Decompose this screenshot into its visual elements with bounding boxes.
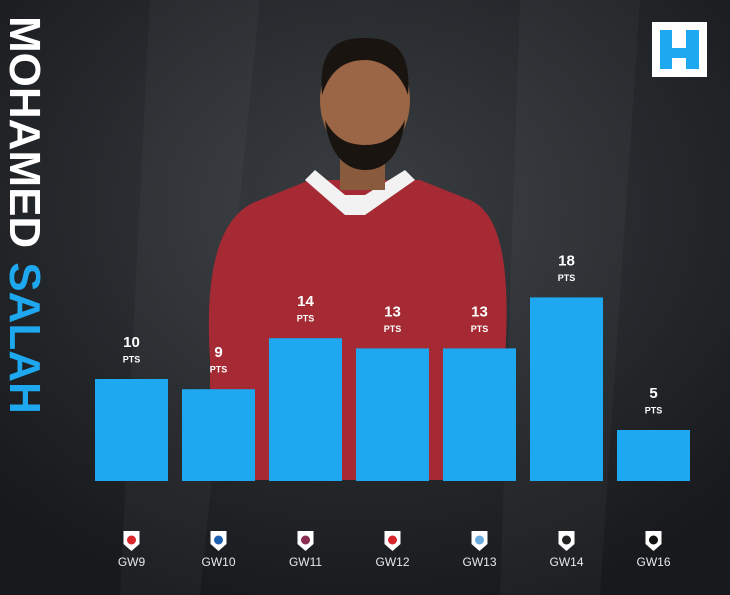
unit-label: PTS: [210, 365, 228, 375]
team-badge: [558, 531, 575, 551]
badge-mark: [649, 535, 658, 545]
x-tick-label: GW14: [549, 555, 583, 569]
last-name: SALAH: [0, 262, 49, 414]
unit-label: PTS: [297, 314, 315, 324]
bar: [530, 297, 603, 481]
x-tick-label: GW10: [201, 555, 235, 569]
bar: [269, 338, 342, 481]
unit-label: PTS: [645, 405, 663, 415]
team-badge: [645, 531, 662, 551]
x-tick-label: GW16: [636, 555, 670, 569]
value-label: 9: [214, 344, 222, 361]
badge-mark: [475, 535, 484, 545]
badge-mark: [127, 535, 136, 545]
bar: [95, 379, 168, 481]
unit-label: PTS: [123, 354, 141, 364]
value-label: 13: [471, 303, 488, 320]
team-badge: [384, 531, 401, 551]
badge-mark: [388, 535, 397, 545]
value-label: 18: [558, 252, 575, 269]
x-tick-label: GW9: [118, 555, 146, 569]
value-label: 10: [123, 334, 140, 351]
value-label: 5: [649, 385, 657, 402]
badge-mark: [214, 535, 223, 545]
badge-mark: [562, 535, 571, 545]
bar: [443, 348, 516, 481]
unit-label: PTS: [558, 273, 576, 283]
x-tick-label: GW13: [462, 555, 496, 569]
unit-label: PTS: [384, 324, 402, 334]
logo: [652, 22, 707, 77]
value-label: 14: [297, 293, 314, 310]
team-badge: [297, 531, 314, 551]
x-tick-label: GW12: [375, 555, 409, 569]
team-badge: [471, 531, 488, 551]
x-tick-label: GW11: [289, 555, 322, 569]
value-label: 13: [384, 303, 401, 320]
bar: [617, 430, 690, 481]
player-name: MOHAMED SALAH: [0, 16, 49, 414]
team-badge: [210, 531, 227, 551]
unit-label: PTS: [471, 324, 489, 334]
first-name: MOHAMED: [0, 16, 49, 248]
badge-mark: [301, 535, 310, 545]
bar: [182, 389, 255, 481]
bar: [356, 348, 429, 481]
team-badge: [123, 531, 140, 551]
